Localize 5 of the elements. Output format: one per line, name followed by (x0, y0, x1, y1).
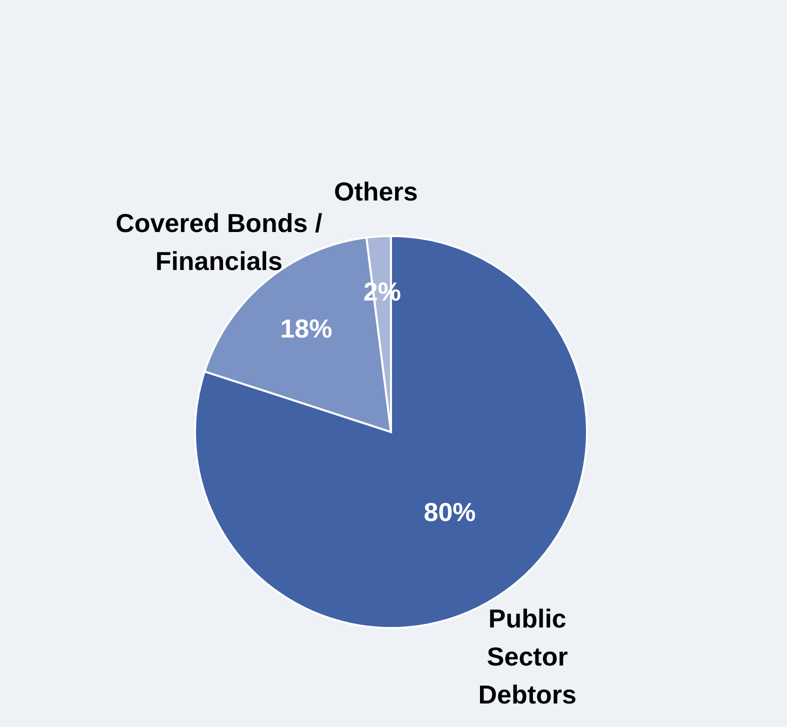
slice-label: Others (334, 176, 418, 206)
slice-label: Public Sector Debtors (478, 604, 576, 710)
data-label: 18% (280, 314, 332, 344)
slice-label: Covered Bonds / Financials (116, 208, 322, 276)
data-label: 80% (424, 496, 476, 527)
